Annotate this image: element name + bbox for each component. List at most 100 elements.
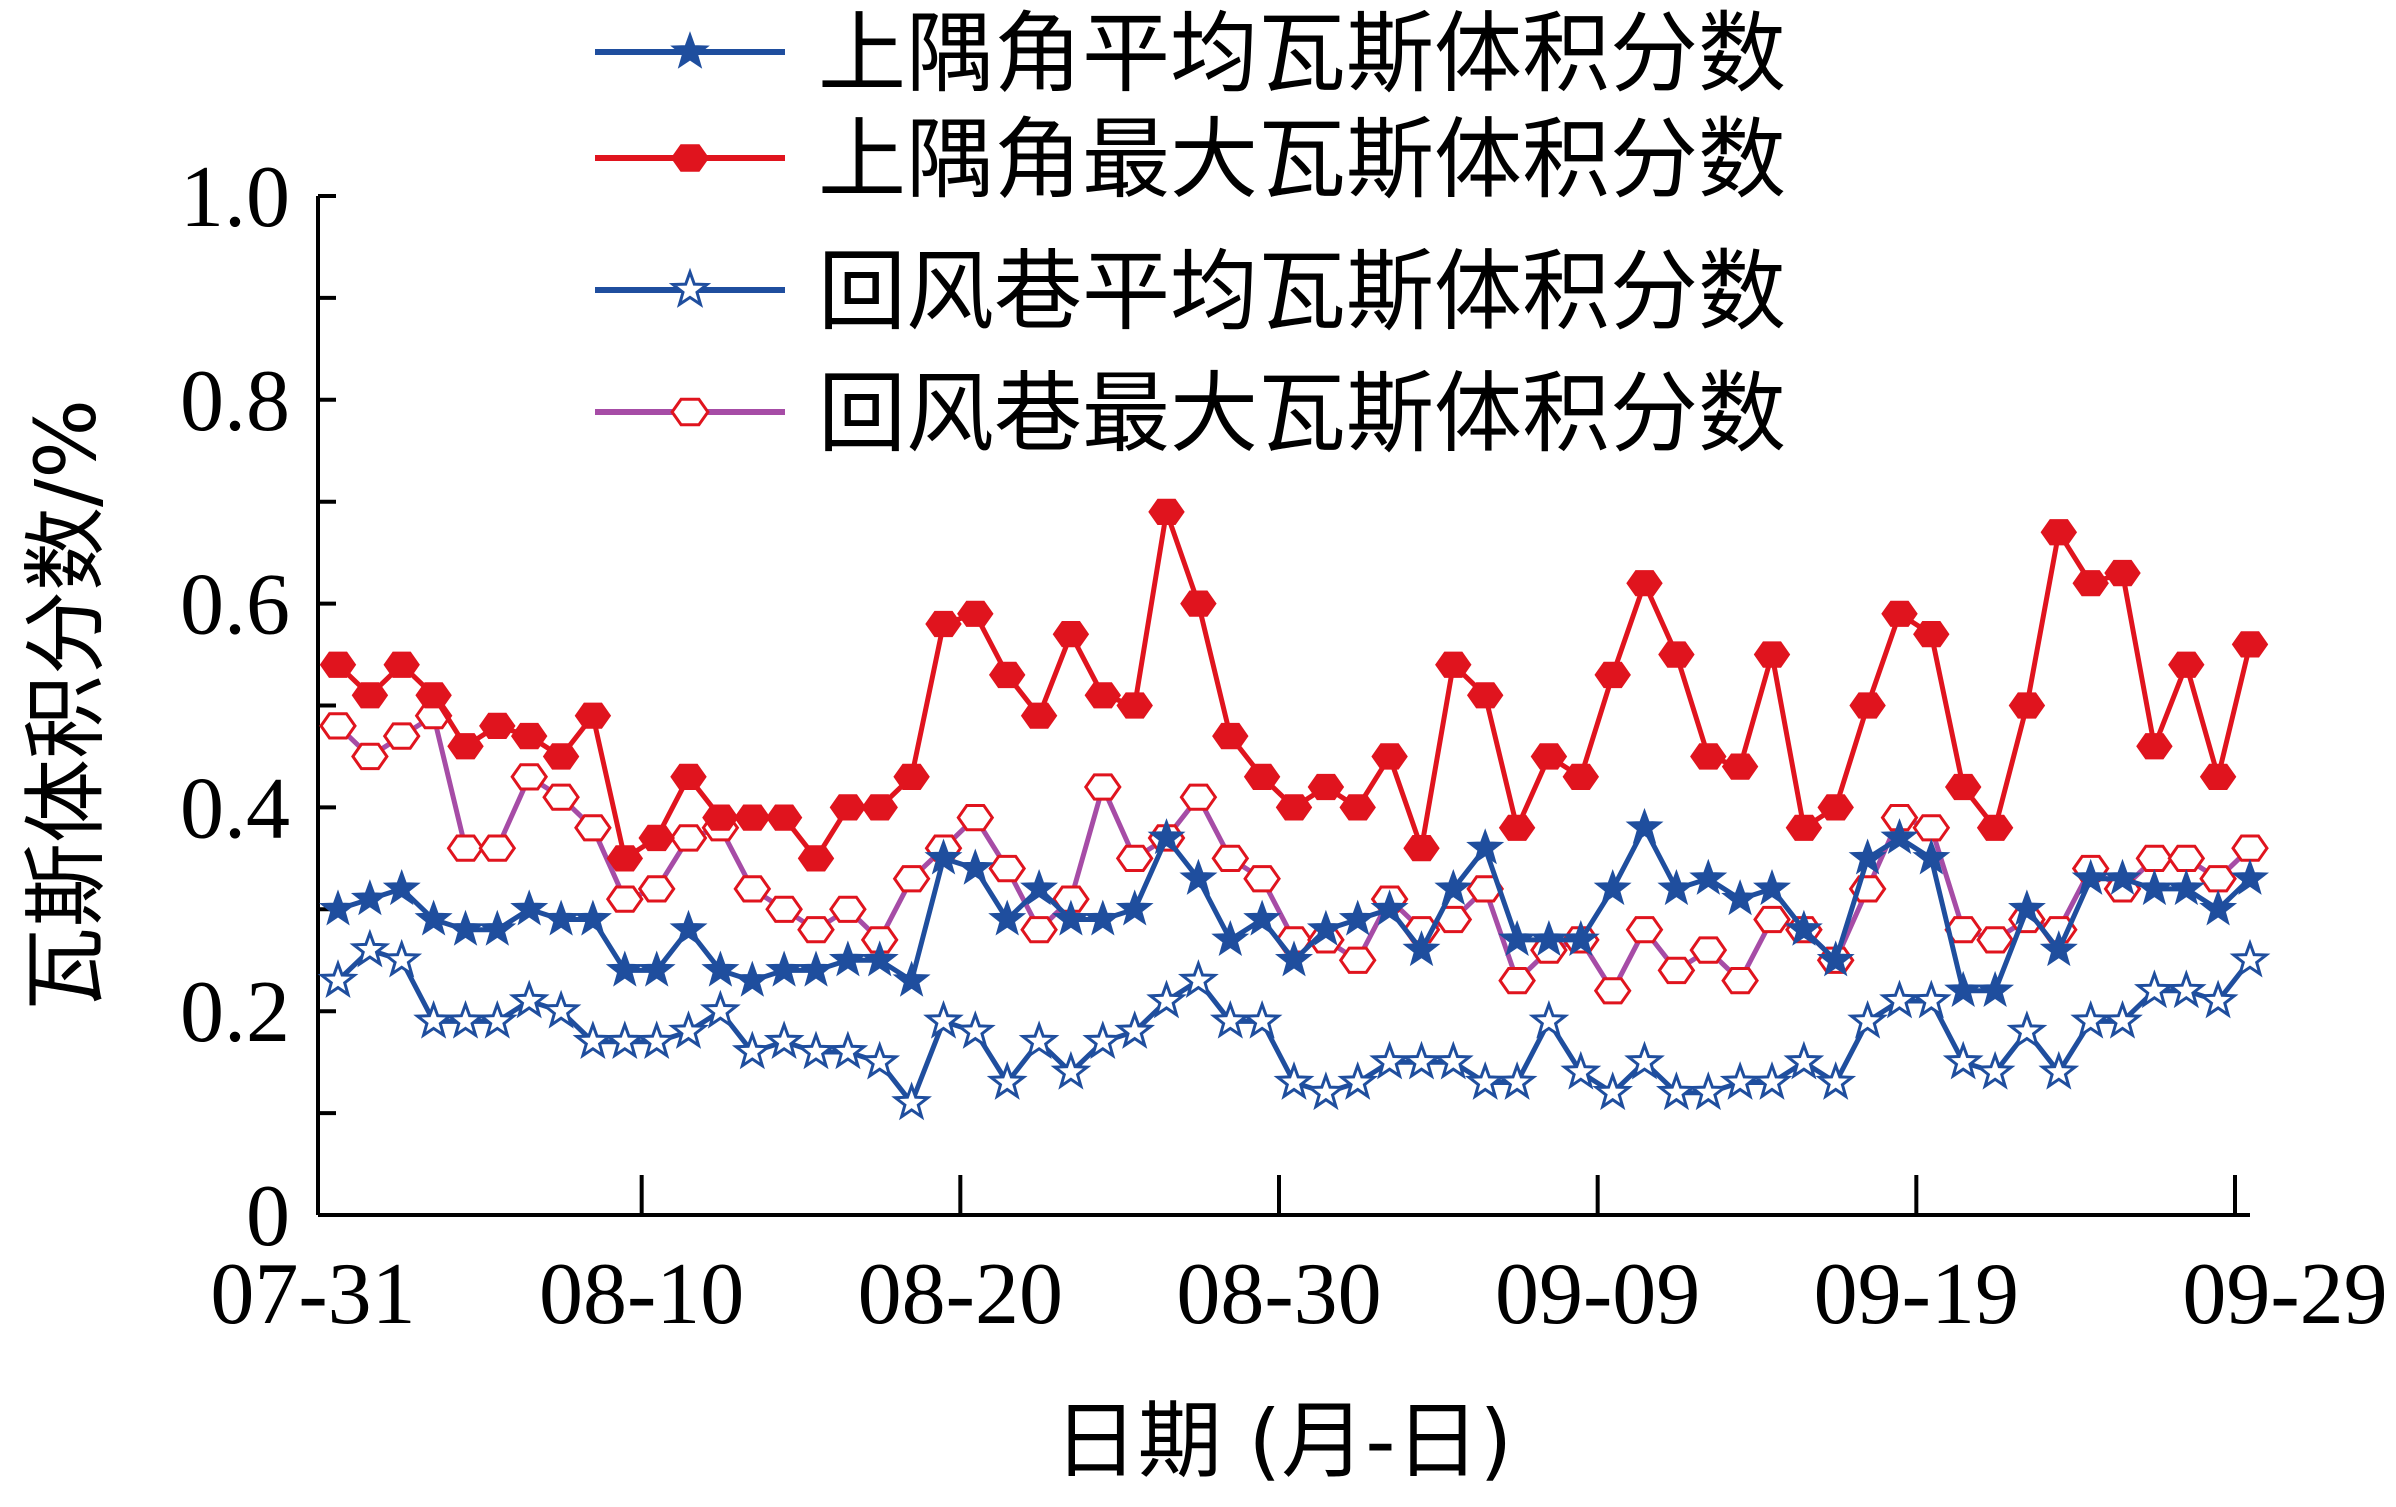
y-tick-label: 0.6 — [180, 557, 290, 654]
data-point — [1115, 889, 1154, 926]
legend-item: 回风巷平均瓦斯体积分数 — [595, 240, 1786, 343]
data-point — [1561, 919, 1600, 956]
y-tick-label: 0.4 — [180, 760, 290, 857]
data-point — [986, 1061, 1028, 1100]
data-point — [892, 960, 931, 997]
data-point — [1434, 868, 1473, 906]
data-point — [572, 1020, 614, 1060]
data-point — [861, 794, 898, 821]
data-point — [1817, 794, 1854, 821]
data-point — [1753, 868, 1791, 906]
data-point — [1305, 1071, 1347, 1111]
data-point — [1082, 1020, 1124, 1060]
data-point — [510, 763, 549, 791]
data-point — [1243, 865, 1281, 893]
data-point — [1944, 970, 1983, 1007]
data-point — [795, 1030, 837, 1070]
data-point — [2072, 570, 2109, 597]
data-point — [1275, 794, 1313, 821]
data-point — [1401, 1040, 1442, 1080]
data-point — [797, 950, 835, 987]
data-point — [829, 895, 867, 923]
data-point — [479, 712, 516, 739]
data-point — [2136, 733, 2173, 760]
data-point — [1369, 1040, 1410, 1080]
data-point — [1689, 936, 1728, 964]
data-point — [317, 959, 359, 998]
data-point — [1689, 858, 1728, 895]
x-tick-label: 09-19 — [1814, 1246, 2019, 1343]
series-2 — [317, 928, 2271, 1121]
data-point — [1052, 899, 1090, 936]
data-point — [1657, 868, 1696, 906]
data-point — [637, 875, 676, 903]
data-point — [1562, 763, 1600, 790]
data-point — [924, 838, 963, 875]
legend-item: 回风巷最大瓦斯体积分数 — [595, 362, 1786, 465]
legend-label: 上隅角最大瓦斯体积分数 — [818, 108, 1786, 211]
data-point — [731, 1030, 773, 1070]
data-point — [1496, 1061, 1538, 1100]
data-point — [1624, 1040, 1665, 1080]
data-point — [319, 712, 357, 740]
data-point — [1114, 1010, 1155, 1049]
data-point — [2199, 865, 2237, 893]
data-point — [1020, 702, 1058, 729]
data-point — [1211, 919, 1250, 956]
data-point — [988, 661, 1026, 689]
data-point — [669, 824, 708, 852]
legend-swatch-marker — [670, 397, 710, 427]
data-point — [382, 868, 421, 906]
data-point — [957, 600, 994, 627]
data-point — [763, 1020, 805, 1060]
x-tick-label: 09-09 — [1495, 1246, 1700, 1343]
data-point — [859, 1040, 901, 1080]
data-point — [1881, 600, 1918, 627]
data-point — [1179, 783, 1218, 811]
data-point — [1912, 838, 1951, 875]
data-point — [1942, 1040, 1984, 1080]
data-point — [1593, 868, 1632, 906]
data-point — [574, 814, 612, 842]
series-layer — [317, 498, 2271, 1121]
data-point — [1721, 753, 1759, 780]
data-point — [1944, 773, 1982, 801]
data-point — [2231, 834, 2269, 862]
data-point — [349, 928, 391, 968]
data-point — [350, 879, 389, 916]
legend-swatch-marker — [670, 31, 710, 69]
data-point — [1243, 763, 1281, 790]
data-point — [2008, 889, 2046, 926]
x-tick-label: 08-20 — [858, 1246, 1063, 1343]
data-point — [1211, 844, 1250, 872]
data-point — [413, 1000, 454, 1039]
data-point — [892, 865, 931, 893]
data-point — [1625, 916, 1664, 944]
data-point — [1816, 940, 1855, 977]
data-point — [1815, 1061, 1857, 1100]
data-point — [605, 950, 644, 987]
legend: 上隅角平均瓦斯体积分数上隅角最大瓦斯体积分数回风巷平均瓦斯体积分数回风巷最大瓦斯… — [595, 2, 1786, 465]
data-point — [702, 804, 739, 831]
data-point — [1687, 1071, 1729, 1111]
data-point — [860, 940, 899, 977]
data-point — [1721, 967, 1759, 995]
data-point — [2135, 844, 2174, 872]
data-point — [2008, 692, 2046, 719]
data-point — [828, 940, 867, 977]
data-point — [829, 794, 867, 821]
data-point — [1880, 804, 1919, 832]
data-point — [2070, 1000, 2111, 1039]
data-point — [1371, 743, 1408, 770]
legend-label: 上隅角平均瓦斯体积分数 — [818, 2, 1786, 105]
data-point — [734, 804, 771, 831]
data-point — [956, 804, 995, 832]
data-point — [1083, 899, 1122, 936]
y-ticks: 0 0.2 0.4 0.6 0.8 1.0 — [180, 149, 336, 1265]
data-point — [478, 834, 517, 862]
data-point — [1018, 1020, 1060, 1060]
data-point — [1466, 682, 1504, 709]
data-point — [1179, 858, 1218, 895]
data-point — [382, 722, 421, 750]
